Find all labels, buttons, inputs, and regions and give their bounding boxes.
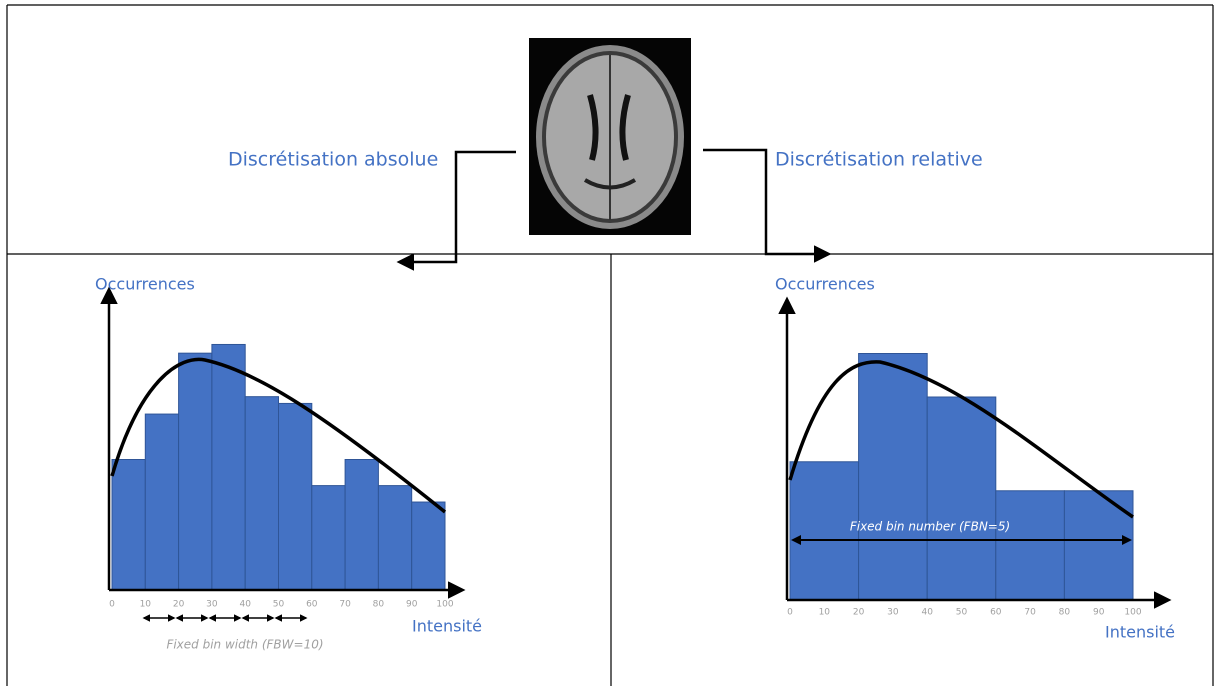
bar — [278, 402, 313, 591]
x-tick-label: 70 — [1024, 608, 1036, 618]
x-tick-label: 50 — [956, 608, 968, 618]
y-axis-label: Occurrences — [775, 275, 875, 294]
x-tick-label: 90 — [1093, 608, 1105, 618]
bar — [377, 485, 413, 591]
table-borders — [6, 4, 1214, 686]
x-tick-label: 10 — [819, 608, 831, 618]
x-tick-label: 10 — [140, 600, 152, 610]
x-axis-label: Intensité — [412, 617, 482, 636]
bar — [344, 459, 379, 591]
bar — [111, 459, 146, 591]
bar — [411, 501, 446, 591]
y-axis-label: Occurrences — [95, 275, 195, 294]
brain-image — [529, 38, 691, 235]
bar — [311, 485, 346, 591]
bar — [211, 343, 246, 591]
x-tick-label: 80 — [1059, 608, 1071, 618]
x-tick-label: 40 — [239, 600, 251, 610]
x-tick-label: 60 — [306, 600, 318, 610]
fit-curve — [110, 357, 447, 514]
annotation: Fixed bin width (FBW=10) — [166, 638, 323, 652]
x-axis-label: Intensité — [1105, 623, 1175, 642]
x-tick-label: 100 — [1124, 608, 1141, 618]
x-tick-label: 80 — [373, 600, 385, 610]
x-tick-label: 70 — [339, 600, 351, 610]
x-tick-label: 30 — [206, 600, 218, 610]
bar — [789, 461, 860, 601]
bar — [244, 396, 279, 591]
section-title: Discrétisation relative — [775, 149, 983, 171]
x-tick-label: 20 — [853, 608, 865, 618]
flow-arrows — [396, 148, 832, 271]
x-tick-label: 100 — [436, 600, 453, 610]
bar — [144, 413, 180, 591]
x-tick-label: 60 — [990, 608, 1002, 618]
bar — [1063, 490, 1134, 601]
annotation: Fixed bin number (FBN=5) — [850, 520, 1010, 534]
x-tick-label: 0 — [109, 600, 115, 610]
x-tick-label: 40 — [921, 608, 933, 618]
x-tick-label: 20 — [173, 600, 185, 610]
bar — [995, 490, 1065, 601]
x-tick-label: 50 — [273, 600, 285, 610]
x-tick-label: 30 — [887, 608, 899, 618]
section-title: Discrétisation absolue — [228, 149, 438, 171]
bar — [926, 396, 997, 601]
fit-curve — [788, 360, 1134, 519]
bar — [858, 353, 928, 601]
x-tick-label: 0 — [787, 608, 793, 618]
bar — [178, 352, 213, 591]
x-tick-label: 90 — [406, 600, 418, 610]
